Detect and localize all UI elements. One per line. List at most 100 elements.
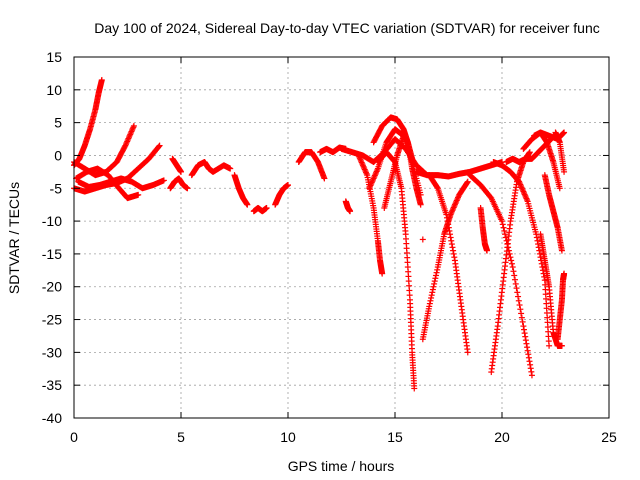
data-point xyxy=(516,302,523,309)
y-axis-label: SDTVAR / TECUs xyxy=(6,182,22,294)
data-point xyxy=(450,247,457,254)
data-point xyxy=(449,244,456,251)
data-point xyxy=(447,234,454,241)
data-point xyxy=(178,168,184,175)
data-point xyxy=(160,177,167,184)
data-point xyxy=(520,323,527,330)
data-point xyxy=(448,237,455,244)
data-point xyxy=(429,286,436,293)
data-point xyxy=(527,361,534,368)
y-tick-labels: 15 10 5 0 -5 -10 -15 -20 -25 -30 -35 -40 xyxy=(42,49,62,426)
data-point xyxy=(521,326,528,333)
x-tick-label: 0 xyxy=(70,429,78,445)
data-point xyxy=(184,185,191,192)
data-point xyxy=(430,283,437,290)
data-point xyxy=(432,272,439,279)
x-tick-label: 15 xyxy=(387,429,403,445)
data-point xyxy=(135,191,142,198)
data-point xyxy=(518,310,525,317)
data-point xyxy=(464,349,471,356)
data-point xyxy=(511,276,518,283)
y-tick-label: -25 xyxy=(42,312,62,328)
data-point xyxy=(521,330,528,337)
data-point xyxy=(155,143,162,150)
data-point xyxy=(156,142,163,149)
data-point xyxy=(506,250,513,257)
data-point xyxy=(513,285,520,292)
data-point xyxy=(528,368,535,375)
data-point xyxy=(511,272,518,279)
data-point xyxy=(447,231,454,238)
data-point xyxy=(450,250,457,257)
series-arc12 xyxy=(295,149,328,182)
data-point xyxy=(522,333,529,340)
data-point xyxy=(523,340,530,347)
data-point xyxy=(432,275,439,282)
y-tick-label: -40 xyxy=(42,410,62,426)
data-point xyxy=(527,365,534,372)
series-arc09 xyxy=(231,172,251,208)
data-point xyxy=(514,289,521,296)
data-point xyxy=(427,297,434,304)
data-point xyxy=(98,76,105,83)
series-arc08 xyxy=(169,155,184,175)
data-point xyxy=(500,224,507,231)
series-arc24 xyxy=(426,172,471,356)
x-tick-label: 20 xyxy=(494,429,510,445)
series-arc14 xyxy=(342,198,354,215)
series-arc04 xyxy=(73,165,142,202)
data-point xyxy=(546,342,553,349)
series-arc05 xyxy=(75,175,167,192)
axis-ticks xyxy=(73,56,610,419)
data-point xyxy=(515,297,522,304)
y-tick-label: -20 xyxy=(42,279,62,295)
grid-lines xyxy=(74,57,609,418)
series-arc18 xyxy=(370,114,416,162)
y-tick-label: -15 xyxy=(42,246,62,262)
x-tick-label: 25 xyxy=(601,429,617,445)
series-arc10 xyxy=(250,204,270,215)
series-arc06 xyxy=(167,175,191,192)
series-arc26 xyxy=(466,172,535,379)
data-point xyxy=(130,122,137,129)
series-arc25 xyxy=(477,204,491,254)
x-axis-label: GPS time / hours xyxy=(288,458,395,474)
y-tick-label: 0 xyxy=(54,147,62,163)
data-point xyxy=(512,280,519,287)
data-point xyxy=(451,254,458,261)
x-tick-label: 5 xyxy=(177,429,185,445)
series-arc34 xyxy=(554,270,568,343)
data-points xyxy=(71,76,568,392)
data-point xyxy=(539,264,546,271)
y-tick-label: -35 xyxy=(42,377,62,393)
x-tick-label: 10 xyxy=(280,429,296,445)
data-point xyxy=(428,294,435,301)
data-point xyxy=(508,257,515,264)
data-point xyxy=(429,289,436,296)
data-point xyxy=(524,347,531,354)
data-point xyxy=(536,250,543,257)
data-point xyxy=(433,269,440,276)
data-point xyxy=(508,260,515,267)
data-point xyxy=(517,306,524,313)
data-point xyxy=(431,278,438,285)
data-point xyxy=(534,237,541,244)
data-point xyxy=(525,354,532,361)
data-point xyxy=(509,264,516,271)
plot-frame xyxy=(73,56,610,419)
y-tick-label: -10 xyxy=(42,213,62,229)
data-point xyxy=(515,293,522,300)
y-tick-label: 15 xyxy=(46,49,62,65)
y-tick-label: -5 xyxy=(50,180,63,196)
series-arc16 xyxy=(355,152,386,277)
data-point xyxy=(244,201,251,208)
data-point xyxy=(419,236,426,243)
y-tick-label: -30 xyxy=(42,344,62,360)
data-point xyxy=(448,241,455,248)
data-point xyxy=(431,280,438,287)
y-tick-label: 10 xyxy=(46,82,62,98)
data-point xyxy=(526,358,533,365)
data-point xyxy=(510,268,517,275)
data-point xyxy=(227,165,234,172)
